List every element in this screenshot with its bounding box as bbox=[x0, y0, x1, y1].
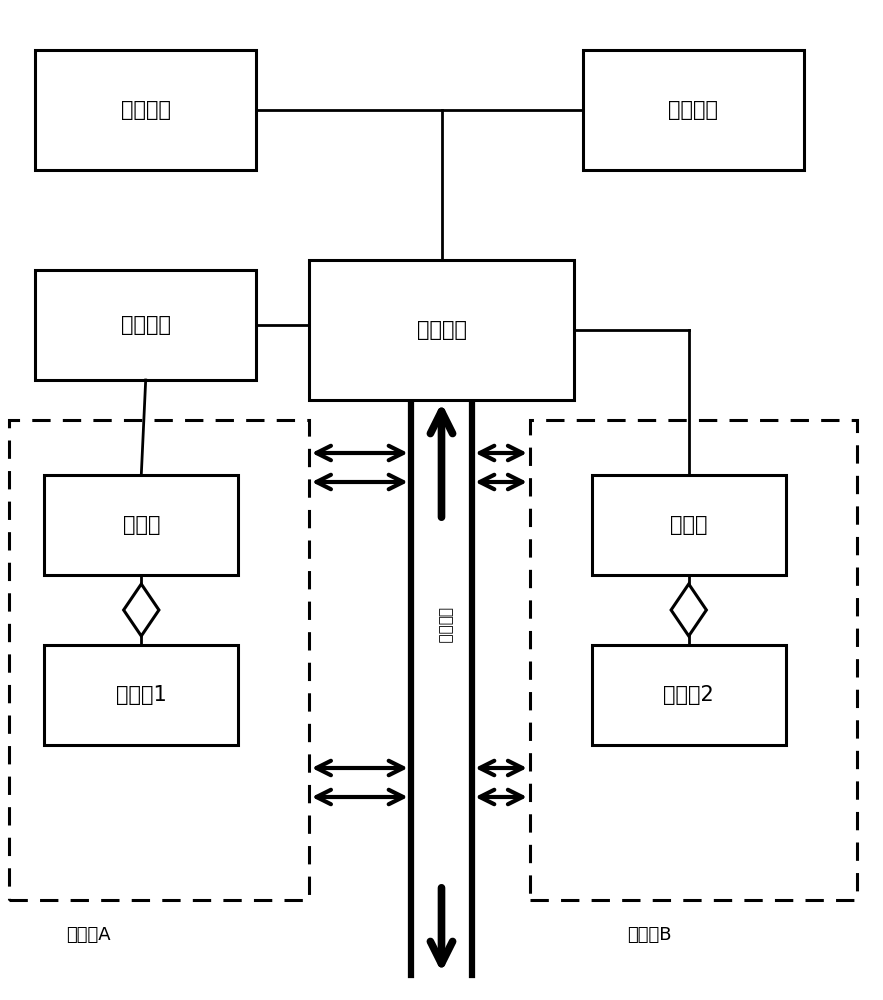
Bar bbox=[309, 260, 574, 400]
Bar bbox=[592, 475, 786, 575]
Text: 看门狗: 看门狗 bbox=[670, 515, 707, 535]
Text: 子系统B: 子系统B bbox=[627, 926, 671, 944]
Text: 判决逻辑: 判决逻辑 bbox=[121, 315, 170, 335]
Bar bbox=[9, 420, 309, 900]
Text: 处理器1: 处理器1 bbox=[116, 685, 167, 705]
Text: 数据总线: 数据总线 bbox=[437, 607, 451, 643]
Polygon shape bbox=[124, 584, 159, 636]
Bar bbox=[592, 645, 786, 745]
Bar bbox=[583, 50, 804, 170]
Text: 看门狗: 看门狗 bbox=[123, 515, 160, 535]
Text: 执行部件: 执行部件 bbox=[121, 100, 170, 120]
Text: 切换逻辑: 切换逻辑 bbox=[417, 320, 466, 340]
Bar bbox=[44, 645, 238, 745]
Polygon shape bbox=[671, 584, 706, 636]
Bar bbox=[35, 270, 256, 380]
Bar bbox=[530, 420, 857, 900]
Text: 处理器2: 处理器2 bbox=[663, 685, 714, 705]
Bar bbox=[35, 50, 256, 170]
Bar bbox=[44, 475, 238, 575]
Text: 子系统A: 子系统A bbox=[66, 926, 110, 944]
Text: 执行部件: 执行部件 bbox=[668, 100, 718, 120]
